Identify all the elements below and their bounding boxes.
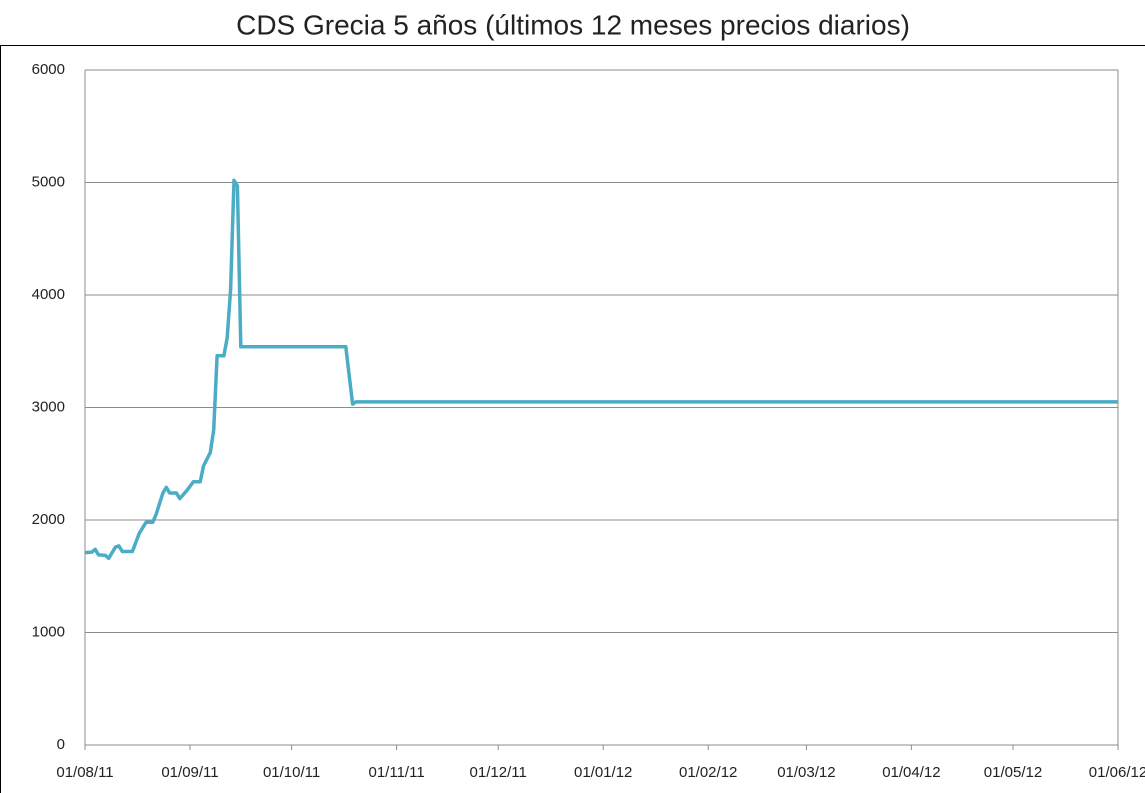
x-tick-label: 01/01/12 xyxy=(574,764,632,781)
y-tick-label: 2000 xyxy=(32,511,65,528)
y-tick-label: 0 xyxy=(57,736,65,753)
y-tick-label: 4000 xyxy=(32,286,65,303)
x-tick-label: 01/04/12 xyxy=(882,764,940,781)
line xyxy=(84,178,1118,561)
y-tick-label: 6000 xyxy=(32,61,65,78)
x-tick-label: 01/08/11 xyxy=(56,764,113,781)
x-tick-label: 01/03/12 xyxy=(777,764,835,781)
x-tick-label: 01/11/11 xyxy=(369,764,425,781)
chart-frame xyxy=(0,45,1145,793)
x-tick-label: 01/12/11 xyxy=(470,764,527,781)
y-tick-label: 1000 xyxy=(32,623,65,640)
x-tick-label: 01/10/11 xyxy=(263,764,320,781)
y-tick-label: 5000 xyxy=(32,173,65,190)
x-tick-label: 01/09/11 xyxy=(161,764,218,781)
x-tick-label: 01/05/12 xyxy=(984,764,1042,781)
chart-title: CDS Grecia 5 años (últimos 12 meses prec… xyxy=(236,9,910,40)
y-tick-label: 3000 xyxy=(32,398,65,415)
x-tick-label: 01/02/12 xyxy=(679,764,737,781)
x-tick-label: 01/06/12 xyxy=(1089,764,1145,781)
